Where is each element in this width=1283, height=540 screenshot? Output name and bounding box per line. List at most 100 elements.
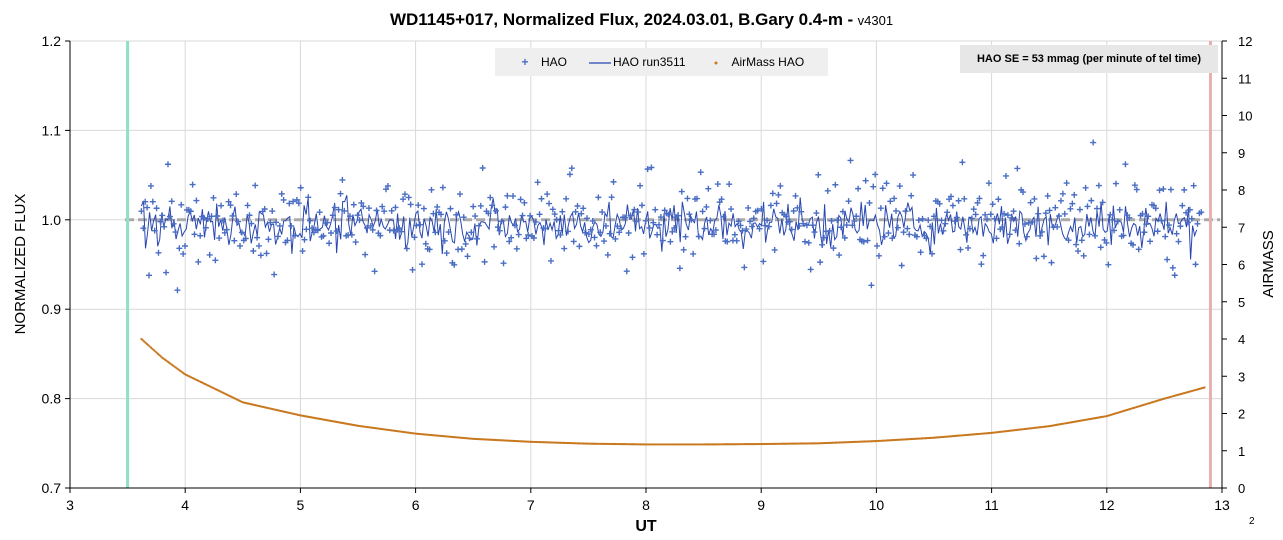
hao-point xyxy=(428,186,435,193)
hao-point xyxy=(244,202,251,209)
hao-point xyxy=(1120,232,1127,239)
hao-point xyxy=(445,229,452,236)
hao-point xyxy=(735,218,742,225)
hao-point xyxy=(1190,182,1197,189)
hao-point xyxy=(426,246,433,253)
hao-point xyxy=(1097,244,1104,251)
hao-point xyxy=(489,202,496,209)
x-axis-label: UT xyxy=(635,518,657,535)
hao-point xyxy=(250,248,257,255)
hao-point xyxy=(447,205,454,212)
hao-point xyxy=(360,203,367,210)
hao-point xyxy=(348,231,355,238)
hao-point xyxy=(168,198,175,205)
hao-point xyxy=(640,250,647,257)
dot-marker-icon xyxy=(708,55,724,69)
hao-point xyxy=(760,258,767,265)
hao-point xyxy=(597,229,604,236)
hao-point xyxy=(475,222,482,229)
hao-point xyxy=(1001,210,1008,217)
hao-point xyxy=(178,201,185,208)
hao-point xyxy=(1105,261,1112,268)
hao-point xyxy=(1103,239,1110,246)
hao-point xyxy=(765,223,772,230)
y2-tick-label: 8 xyxy=(1238,183,1245,198)
hao-point xyxy=(593,242,600,249)
hao-point xyxy=(724,238,731,245)
hao-point xyxy=(523,235,530,242)
hao-point xyxy=(705,185,712,192)
hao-point xyxy=(437,211,444,218)
hao-point xyxy=(472,213,479,220)
hao-point xyxy=(849,222,856,229)
hao-point xyxy=(1192,261,1199,268)
hao-point xyxy=(606,230,613,237)
hao-point xyxy=(875,252,882,259)
hao-point xyxy=(362,251,369,258)
hao-point xyxy=(1059,190,1066,197)
hao-point xyxy=(599,209,606,216)
hao-point xyxy=(1090,139,1097,146)
hao-point xyxy=(1188,215,1195,222)
hao-point xyxy=(534,179,541,186)
hao-point xyxy=(182,243,189,250)
hao-point xyxy=(555,227,562,234)
hao-point xyxy=(803,222,810,229)
hao-point xyxy=(398,228,405,235)
hao-point xyxy=(629,254,636,261)
hao-point xyxy=(559,208,566,215)
hao-point xyxy=(764,217,771,224)
hao-point xyxy=(984,216,991,223)
hao-point xyxy=(565,228,572,235)
hao-point xyxy=(371,268,378,275)
legend-label-airmass: AirMass HAO xyxy=(731,55,805,69)
hao-point xyxy=(866,199,873,206)
hao-point xyxy=(1158,217,1165,224)
x-tick-label: 3 xyxy=(66,497,74,513)
hao-point xyxy=(1071,191,1078,198)
hao-point xyxy=(796,222,803,229)
hao-point xyxy=(1183,209,1190,216)
hao-point xyxy=(1194,220,1201,227)
hao-point xyxy=(1095,182,1102,189)
hao-point xyxy=(407,201,414,208)
hao-point xyxy=(221,229,228,236)
hao-point xyxy=(872,171,879,178)
hao-point xyxy=(690,250,697,257)
hao-point xyxy=(754,207,761,214)
hao-point xyxy=(1020,189,1027,196)
hao-point xyxy=(151,227,158,234)
hao-point xyxy=(881,233,888,240)
hao-point xyxy=(699,208,706,215)
hao-point xyxy=(830,245,837,252)
hao-point xyxy=(980,252,987,259)
hao-point xyxy=(638,202,645,209)
hao-point xyxy=(384,182,391,189)
hao-point xyxy=(413,222,420,229)
hao-point xyxy=(487,194,494,201)
hao-point xyxy=(762,222,769,229)
hao-point xyxy=(627,212,634,219)
hao-point xyxy=(197,232,204,239)
hao-point xyxy=(985,180,992,187)
hao-point xyxy=(1116,206,1123,213)
hao-point xyxy=(733,237,740,244)
hao-point xyxy=(316,209,323,216)
hao-point xyxy=(1076,206,1083,213)
hao-point xyxy=(464,253,471,260)
hao-point xyxy=(1054,223,1061,230)
hao-point xyxy=(1078,237,1085,244)
hao-point xyxy=(233,191,240,198)
hao-point xyxy=(949,202,956,209)
hao-point xyxy=(1198,209,1205,216)
hao-point xyxy=(1048,259,1055,266)
hao-point xyxy=(157,218,164,225)
hao-point xyxy=(989,201,996,208)
hao-point xyxy=(1160,185,1167,192)
hao-point xyxy=(204,216,211,223)
hao-point xyxy=(1181,186,1188,193)
hao-point xyxy=(667,238,674,245)
hao-point xyxy=(929,250,936,257)
hao-point xyxy=(711,231,718,238)
x-tick-label: 11 xyxy=(984,497,999,513)
